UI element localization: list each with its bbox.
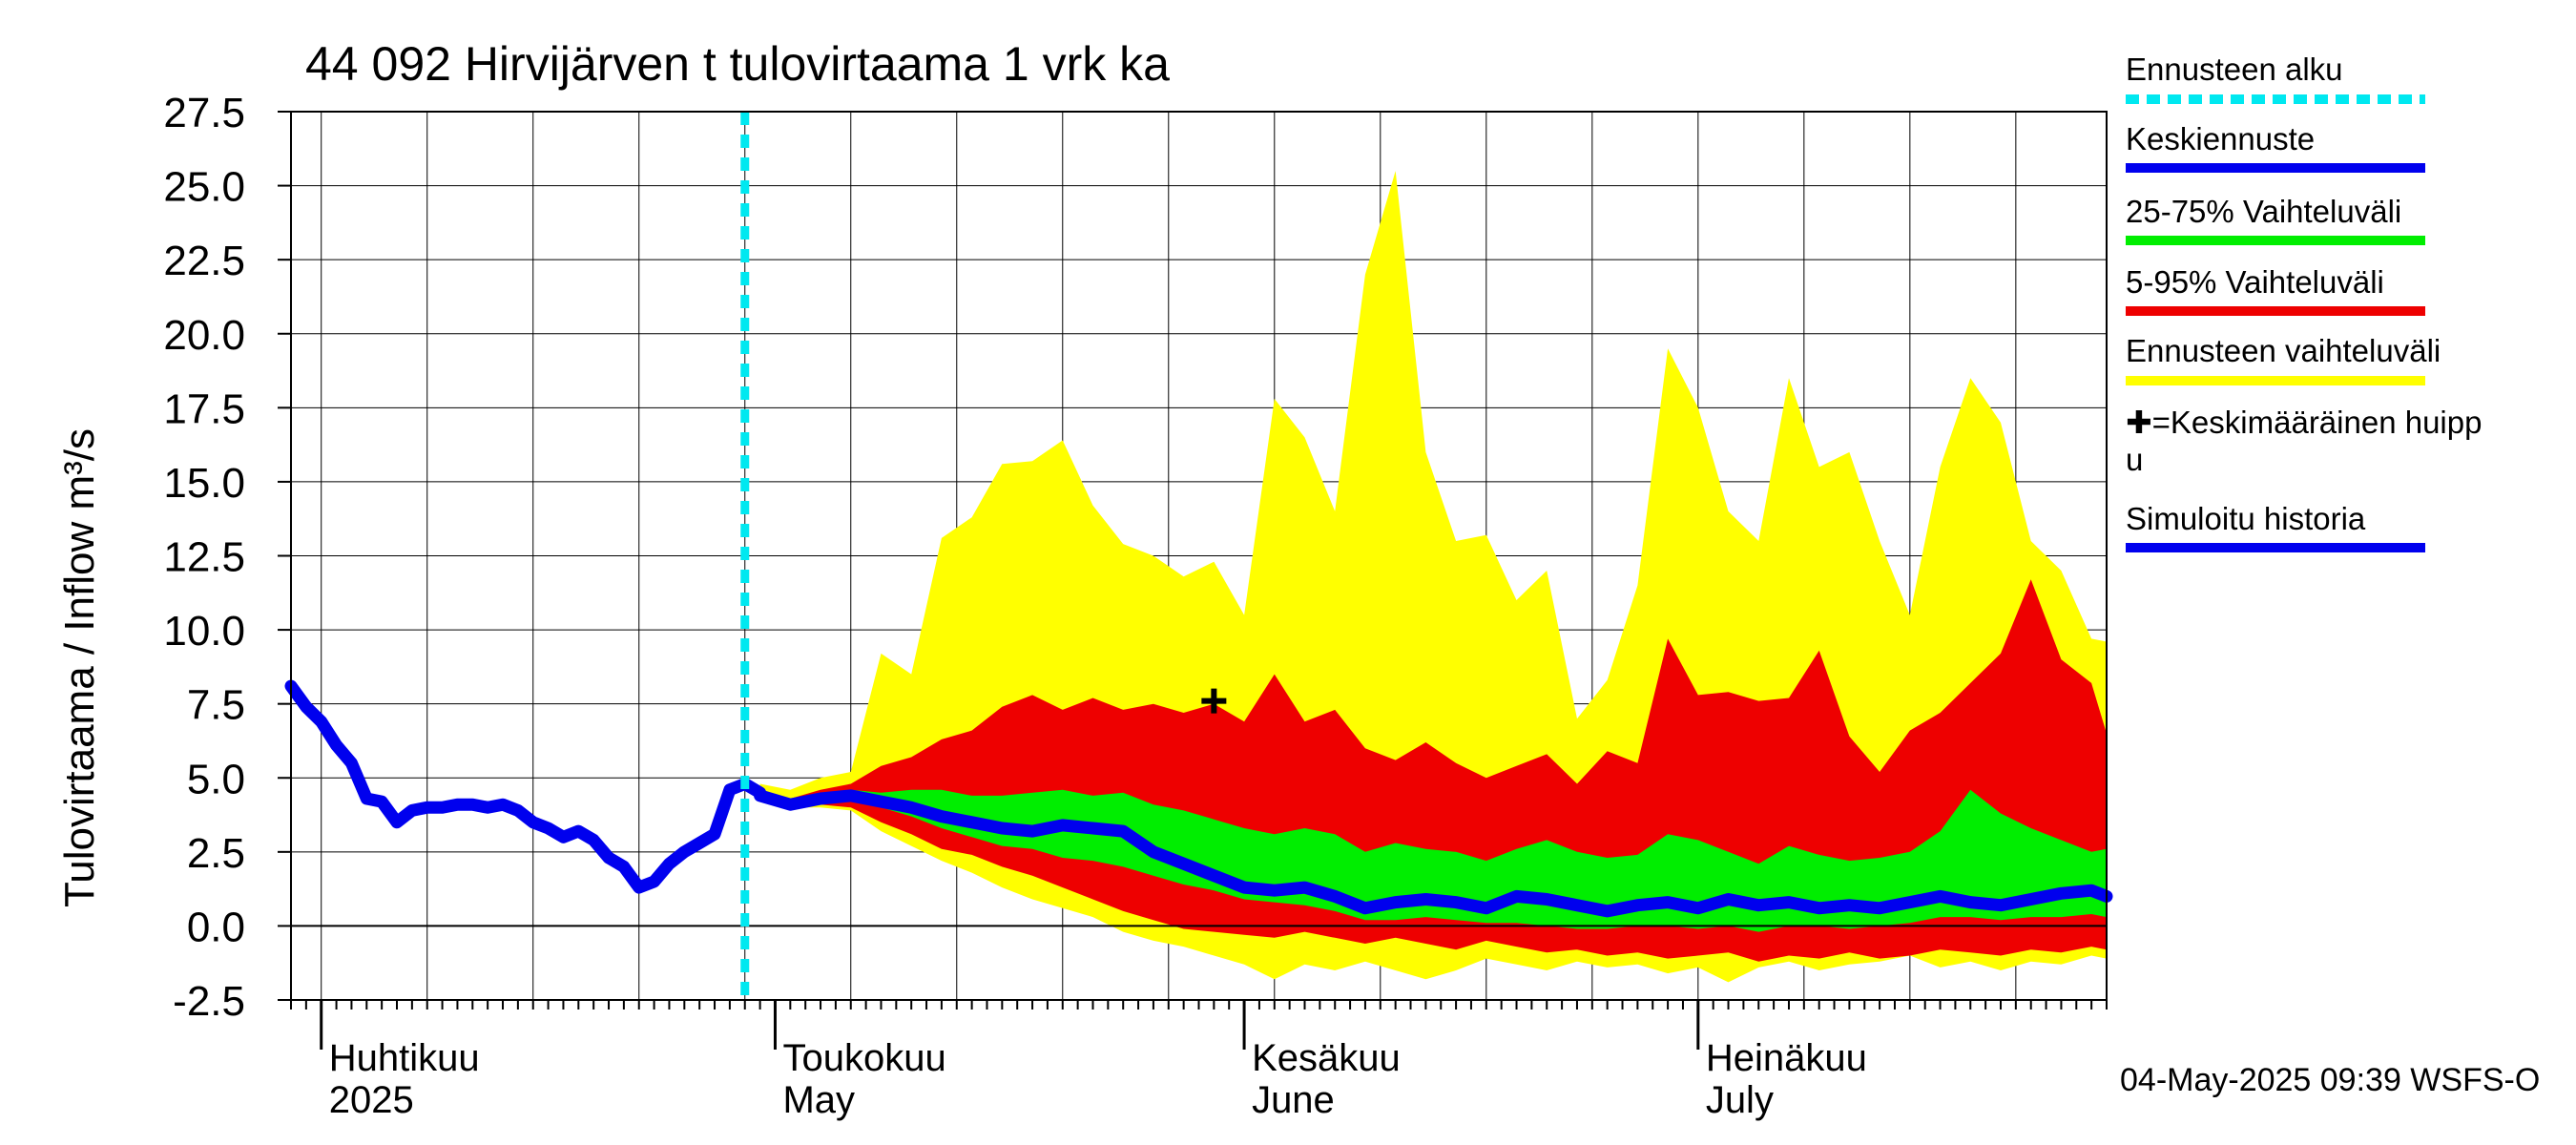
legend-label-continued: u [2126,442,2143,477]
x-month-sublabel: July [1706,1079,1774,1121]
x-month-label: Toukokuu [782,1037,945,1079]
legend-label: Keskiennuste [2126,121,2315,156]
legend-label: Simuloitu historia [2126,501,2366,536]
y-tick-label: 15.0 [163,460,245,507]
timestamp: 04-May-2025 09:39 WSFS-O [2120,1062,2540,1098]
y-tick-label: 5.0 [187,756,245,802]
y-tick-label: 20.0 [163,312,245,359]
legend-label: 25-75% Vaihteluväli [2126,194,2401,229]
y-tick-label: 22.5 [163,238,245,284]
chart-title: 44 092 Hirvijärven t tulovirtaama 1 vrk … [305,37,1170,91]
plot-area: -2.5 0.0 2.5 5.0 7.5 10.0 12.5 15.0 17.5 20.0 22.5… [163,90,2113,1121]
y-tick-label: 0.0 [187,904,245,950]
y-tick-label: 10.0 [163,608,245,655]
y-tick-label: 12.5 [163,534,245,581]
y-tick-label: 25.0 [163,164,245,211]
y-tick-label: 17.5 [163,385,245,432]
x-month-sublabel: June [1252,1079,1335,1121]
mean-forecast-line [754,789,2113,918]
y-tick-label: -2.5 [173,978,245,1025]
x-month-label: Huhtikuu [329,1037,480,1079]
legend-label: Ennusteen alku [2126,52,2343,87]
x-month-sublabel: May [782,1079,855,1121]
x-month-sublabel: 2025 [329,1079,414,1121]
legend-label: ✚=Keskimääräinen huipp [2126,405,2482,440]
y-tick-label: 27.5 [163,90,245,136]
mean-peak-marker [1201,688,1227,714]
y-tick-label: 7.5 [187,682,245,729]
legend: Ennusteen alku Keskiennuste 25-75% Vaihtel… [2126,52,2482,552]
x-month-label: Heinäkuu [1706,1037,1867,1079]
y-axis-label: Tulovirtaama / Inflow m³/s [56,428,103,907]
history-line [284,679,767,894]
x-month-label: Kesäkuu [1252,1037,1401,1079]
legend-label: 5-95% Vaihteluväli [2126,264,2384,300]
y-tick-label: 2.5 [187,830,245,877]
legend-label: Ennusteen vaihteluväli [2126,333,2441,368]
